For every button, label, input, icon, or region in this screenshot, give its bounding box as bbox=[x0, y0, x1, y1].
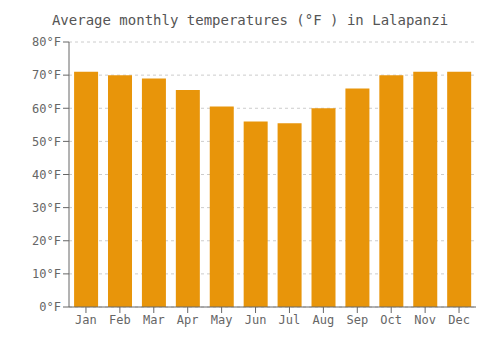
svg-text:0°F: 0°F bbox=[39, 300, 61, 314]
svg-text:30°F: 30°F bbox=[32, 201, 61, 215]
svg-text:70°F: 70°F bbox=[32, 68, 61, 82]
svg-text:Sep: Sep bbox=[346, 313, 368, 327]
svg-text:Jan: Jan bbox=[75, 313, 97, 327]
svg-text:20°F: 20°F bbox=[32, 234, 61, 248]
svg-text:Jun: Jun bbox=[245, 313, 267, 327]
svg-text:80°F: 80°F bbox=[32, 35, 61, 49]
svg-text:Dec: Dec bbox=[448, 313, 470, 327]
svg-text:Apr: Apr bbox=[177, 313, 199, 327]
html-text:Average monthly temperatures (: Average monthly temperatures (°F ) in La… bbox=[51, 12, 449, 28]
svg-text:May: May bbox=[211, 313, 233, 327]
svg-text:Mar: Mar bbox=[143, 313, 165, 327]
svg-text:Nov: Nov bbox=[414, 313, 436, 327]
svg-text:10°F: 10°F bbox=[32, 267, 61, 281]
svg-text:Aug: Aug bbox=[313, 313, 335, 327]
svg-text:Jul: Jul bbox=[279, 313, 301, 327]
svg-text:Feb: Feb bbox=[109, 313, 131, 327]
svg-text:40°F: 40°F bbox=[32, 168, 61, 182]
svg-text:60°F: 60°F bbox=[32, 102, 61, 116]
svg-text:50°F: 50°F bbox=[32, 135, 61, 149]
svg-text:Oct: Oct bbox=[380, 313, 402, 327]
